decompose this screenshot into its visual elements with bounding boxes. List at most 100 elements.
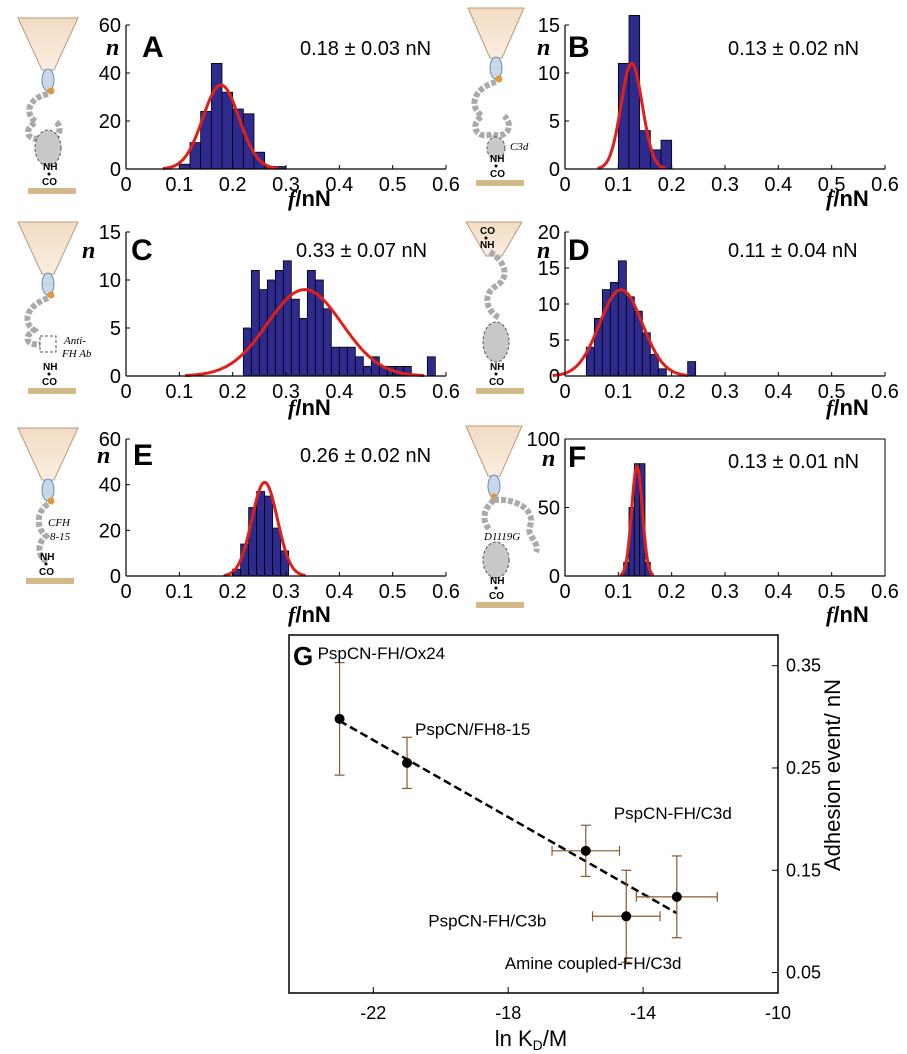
plot-area-g: -22 -18 -14 -10 0.05 0.15 0.25 0.35 PspCN-FH/Ox2…	[318, 644, 821, 1023]
x-tick-label: 0.6	[432, 174, 460, 196]
data-point-label: PspCN/FH8-15	[415, 720, 530, 739]
panel-e: CFH 8-15 NH CO E n 0.26 ± 0.02 nN 0 0.1 0.2…	[17, 427, 460, 627]
y-tick-label: 10	[538, 294, 560, 316]
afm-diagram-d: CO NH NH CO	[465, 221, 524, 394]
data-point	[334, 713, 345, 724]
histogram-bar	[264, 495, 274, 577]
x-tick-label: 0.4	[325, 581, 353, 603]
x-tick-label: 0.1	[604, 174, 632, 196]
x-tick-label: 0.3	[272, 381, 300, 403]
y-tick-label: 40	[99, 475, 121, 497]
histogram-bar	[338, 346, 348, 377]
trendline	[338, 719, 678, 915]
panel-d: CO NH NH CO D n 0.11 ± 0.04 nN 0 0.1 0.2 0.…	[465, 221, 899, 420]
histogram-bar	[426, 356, 436, 377]
diagram-label-f: D1119G	[483, 531, 520, 543]
x-tick-label: 0.5	[818, 581, 846, 603]
y-axis-label-b: n	[537, 35, 550, 61]
plot-area-b: 0 0.1 0.2 0.3 0.4 0.5 0.6 0 5 10 15	[538, 14, 899, 196]
x-tick-label: 0	[120, 174, 131, 196]
panel-letter-c: C	[131, 234, 153, 267]
x-tick-label: 0	[120, 581, 131, 603]
nh-label-2: NH	[490, 362, 504, 373]
y-tick-label: 60	[99, 15, 121, 37]
y-tick-label: 20	[99, 520, 121, 542]
co-label: CO	[42, 377, 57, 388]
plot-area-f: 0 0.1 0.2 0.3 0.4 0.5 0.6 0 50 100	[527, 429, 899, 603]
co-label: CO	[42, 177, 57, 188]
x-tick-label: 0.5	[379, 381, 407, 403]
histogram-bar	[266, 279, 276, 377]
histogram-bar	[210, 63, 223, 170]
g-y-tick-label: 0.25	[786, 758, 821, 778]
nh-label: NH	[43, 362, 57, 373]
x-tick-label: 0.5	[818, 381, 846, 403]
x-tick-label: 0.6	[871, 581, 899, 603]
x-tick-label: 0	[120, 381, 131, 403]
x-tick-label: 0.4	[325, 381, 353, 403]
x-tick-label: 0	[559, 581, 570, 603]
histogram-bar	[660, 139, 673, 170]
x-tick-label: 0.1	[165, 174, 193, 196]
panel-c: Anti-FH Ab NH CO C n 0.33 ± 0.07 nN 0 0.1…	[17, 221, 460, 420]
y-axis-label-a: n	[106, 35, 119, 61]
histogram-bar	[362, 365, 372, 377]
panel-letter-e: E	[133, 439, 153, 472]
x-tick-label: 0.2	[219, 581, 247, 603]
x-tick-label: 0.4	[325, 174, 353, 196]
co-label: CO	[39, 567, 54, 578]
x-tick-label: 0.1	[604, 581, 632, 603]
data-point-label: PspCN-FH/Ox24	[318, 644, 446, 663]
co-label-2: CO	[489, 377, 504, 388]
x-axis-label-c: f/nN	[288, 395, 331, 420]
g-x-tick-label: -10	[765, 1003, 791, 1023]
data-point	[621, 911, 632, 922]
x-tick-label: 0	[559, 381, 570, 403]
x-tick-label: 0.2	[658, 381, 686, 403]
y-tick-label: 100	[527, 429, 560, 451]
x-tick-label: 0.3	[711, 381, 739, 403]
histogram-bar	[322, 308, 332, 377]
x-tick-label: 0.6	[432, 581, 460, 603]
diagram-label-e: CFH 8-15	[48, 517, 71, 543]
y-tick-label: 0	[549, 159, 560, 181]
y-tick-label: 0	[110, 159, 121, 181]
y-axis-label-d: n	[537, 238, 550, 264]
panel-letter-b: B	[568, 31, 590, 64]
y-tick-label: 0	[110, 366, 121, 388]
plot-area-e: 0 0.1 0.2 0.3 0.4 0.5 0.6 0 20 40 60	[99, 429, 460, 603]
x-axis-label-e: f/nN	[288, 602, 331, 627]
histogram-bar	[354, 356, 364, 377]
x-axis-label-g: ln KD/M	[495, 1026, 568, 1053]
x-tick-label: 0.3	[272, 581, 300, 603]
histogram-bar	[330, 346, 340, 377]
y-axis-label-f: n	[542, 446, 555, 472]
afm-diagram-c: Anti-FH Ab NH CO	[17, 221, 92, 394]
gaussian-fit-curve	[619, 464, 655, 577]
x-tick-label: 0.4	[764, 174, 792, 196]
panel-g: G -22 -18 -14 -10 0.05 0.15 0.25 0.35 PspCN-FH/O…	[288, 634, 845, 1053]
gaussian-fit-curve	[162, 83, 279, 170]
annotation-b: 0.13 ± 0.02 nN	[728, 38, 859, 60]
annotation-f: 0.13 ± 0.01 nN	[728, 451, 859, 473]
nh-label: NH	[490, 154, 504, 165]
histogram-bar	[687, 361, 697, 377]
plot-area-c: 0 0.1 0.2 0.3 0.4 0.5 0.6 0 5 10 15	[99, 222, 460, 403]
x-tick-label: 0.2	[219, 174, 247, 196]
panel-b: C3d NH CO B n 0.13 ± 0.02 nN 0 0.1 0.2 0.3 0…	[467, 7, 899, 211]
g-y-tick-label: 0.15	[786, 860, 821, 880]
y-tick-label: 10	[538, 63, 560, 85]
data-point-label: PspCN-FH/C3b	[428, 911, 546, 930]
annotation-a: 0.18 ± 0.03 nN	[300, 38, 431, 60]
gaussian-fit-curve	[597, 61, 666, 170]
co-label: CO	[480, 226, 495, 237]
y-axis-label-g: Adhesion event/ nN	[820, 679, 845, 871]
histogram-bar	[628, 14, 641, 170]
x-tick-label: 0	[559, 174, 570, 196]
data-point	[402, 757, 413, 768]
x-tick-label: 0.1	[604, 381, 632, 403]
plot-area-a: 0 0.1 0.2 0.3 0.4 0.5 0.6 0 20 40 60	[99, 15, 460, 196]
histogram-bar	[282, 260, 292, 377]
histogram-bar	[306, 269, 316, 377]
